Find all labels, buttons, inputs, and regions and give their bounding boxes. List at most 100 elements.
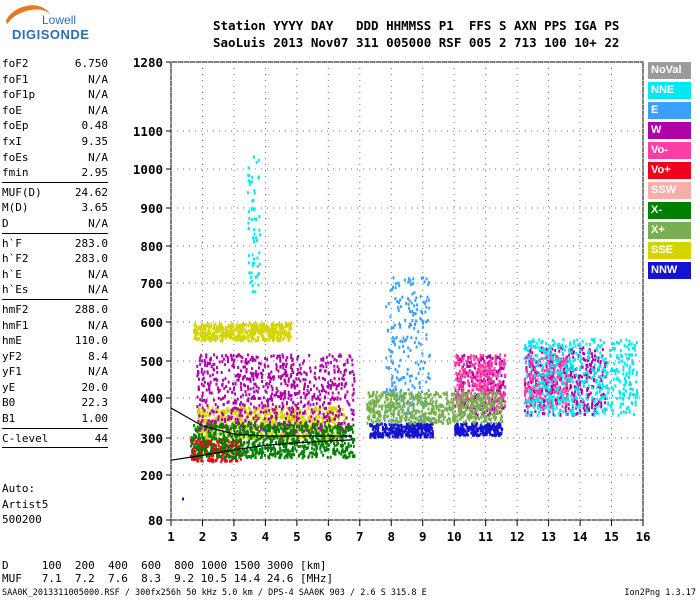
x-grid-dot (422, 212, 424, 213)
x-grid-dot (548, 98, 550, 99)
y-grid-dot (297, 282, 298, 284)
echo-point (259, 332, 262, 336)
y-grid-dot (549, 130, 550, 132)
x-grid-dot (422, 290, 424, 291)
x-grid-dot (327, 62, 329, 63)
y-grid-dot (387, 245, 388, 247)
x-grid-dot (579, 380, 581, 381)
echo-point (258, 423, 261, 427)
y-grid-dot (303, 207, 304, 209)
echo-point (208, 361, 211, 365)
echo-point (407, 430, 410, 434)
y-grid-dot (633, 130, 634, 132)
x-grid-dot (390, 374, 392, 375)
x-grid-dot (422, 344, 424, 345)
y-grid-dot (285, 519, 286, 521)
y-grid-dot (615, 397, 616, 399)
y-grid-dot (309, 207, 310, 209)
echo-point (263, 417, 266, 421)
y-grid-dot (495, 61, 496, 63)
echo-point (338, 377, 341, 381)
y-grid-dot (633, 519, 634, 521)
x-grid-dot (516, 212, 518, 213)
echo-point (470, 431, 473, 435)
y-grid-dot (195, 61, 196, 63)
echo-point (218, 360, 221, 364)
param-label: C-level (2, 431, 49, 445)
echo-point (272, 323, 275, 327)
echo-point (419, 433, 422, 437)
y-grid-dot (303, 245, 304, 247)
echo-point (296, 368, 299, 372)
param-row: MUF(D) 24.62 (2, 185, 108, 201)
x-grid-dot (390, 62, 392, 63)
echo-point (319, 364, 322, 368)
echo-point (350, 408, 353, 412)
echo-point (372, 428, 375, 432)
echo-point (240, 388, 243, 392)
y-grid-dot (627, 168, 628, 170)
echo-point (485, 433, 488, 437)
x-grid-dot (170, 326, 172, 327)
param-value: N/A (88, 267, 108, 281)
x-grid-dot (516, 398, 518, 399)
y-grid-dot (537, 437, 538, 439)
echo-point (406, 432, 409, 436)
y-grid-dot (357, 437, 358, 439)
y-grid-dot (555, 360, 556, 362)
y-grid-dot (513, 207, 514, 209)
echo-point (262, 411, 265, 415)
echo-point (198, 410, 201, 414)
y-grid-dot (627, 130, 628, 132)
echo-point (273, 333, 276, 337)
echo-point (248, 408, 251, 412)
y-grid-dot (411, 282, 412, 284)
echo-point (313, 408, 316, 412)
echo-point (297, 377, 300, 381)
x-grid-dot (579, 302, 581, 303)
y-grid-dot (501, 321, 502, 323)
echo-point (328, 419, 331, 423)
y-grid-dot (267, 519, 268, 521)
y-grid-dot (597, 168, 598, 170)
echo-point (454, 427, 457, 431)
echo-point (272, 377, 275, 381)
echo-point (287, 390, 290, 394)
x-grid-dot (453, 326, 455, 327)
echo-point (208, 329, 211, 333)
y-grid-dot (213, 130, 214, 132)
y-grid-dot (591, 519, 592, 521)
x-grid-dot (453, 410, 455, 411)
echo-point (318, 437, 321, 441)
x-grid-dot (611, 272, 613, 273)
y-grid-dot (567, 282, 568, 284)
echo-point (275, 391, 278, 395)
echo-point (489, 432, 492, 436)
y-grid-dot (375, 321, 376, 323)
x-grid-dot (233, 284, 235, 285)
y-grid-dot (621, 474, 622, 476)
y-grid-dot (189, 437, 190, 439)
y-grid-dot (447, 519, 448, 521)
y-grid-dot (339, 360, 340, 362)
echo-point (291, 414, 294, 418)
echo-point (235, 323, 238, 327)
echo-point (221, 411, 224, 415)
echo-point (337, 391, 340, 395)
y-grid-dot (285, 245, 286, 247)
x-grid-dot (422, 494, 424, 495)
echo-point (237, 338, 240, 342)
echo-point (502, 399, 505, 403)
y-grid-dot (585, 61, 586, 63)
y-grid-dot (543, 397, 544, 399)
x-grid-dot (296, 362, 298, 363)
y-grid-dot (243, 397, 244, 399)
y-grid-dot (231, 245, 232, 247)
x-grid-dot (233, 92, 235, 93)
echo-point (211, 373, 214, 377)
x-grid-dot (264, 500, 266, 501)
y-grid-dot (225, 360, 226, 362)
echo-point (198, 377, 201, 381)
echo-point (266, 433, 269, 437)
x-grid-dot (642, 158, 644, 159)
